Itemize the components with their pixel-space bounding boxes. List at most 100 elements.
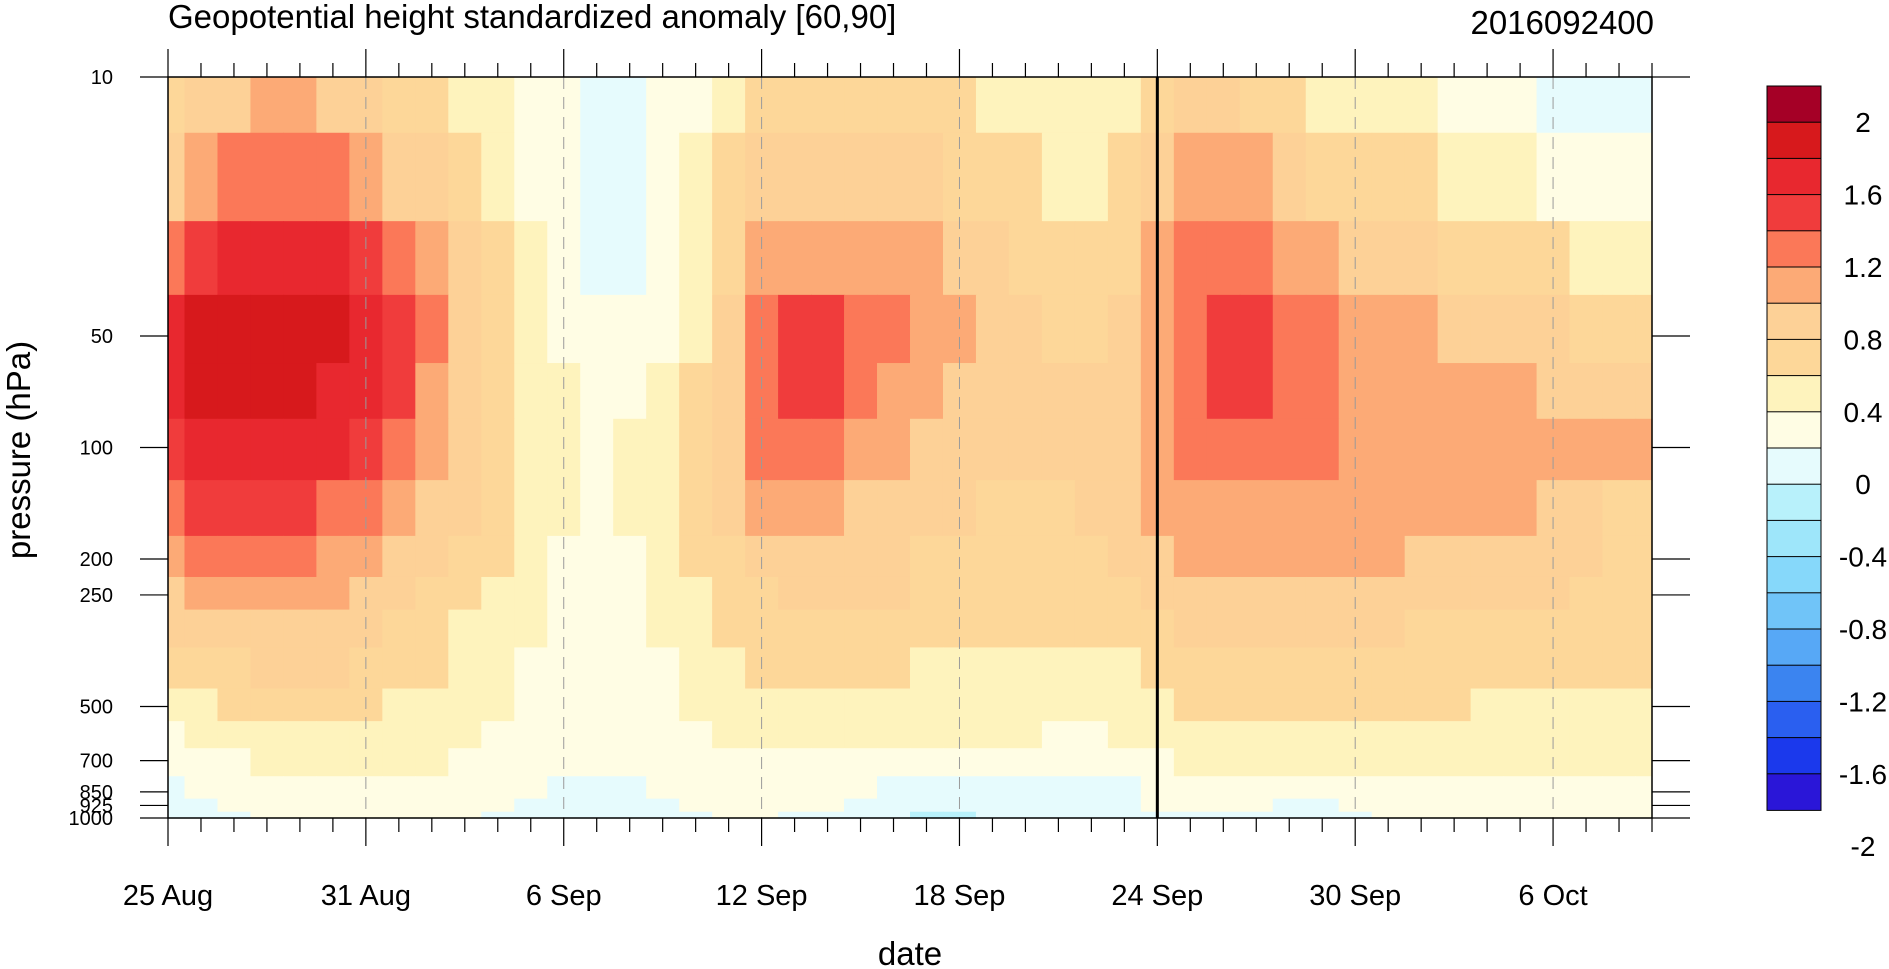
field-cell [1239,811,1274,819]
field-cell [1635,576,1653,611]
field-cell [1074,294,1109,364]
field-cell [1206,480,1241,537]
field-cell [382,748,416,777]
field-cell [778,748,812,777]
field-cell [415,688,449,722]
colorbar-swatch [1766,556,1822,594]
field-cell [1041,576,1076,611]
field-cell [646,576,680,611]
field-cell [316,721,350,749]
field-cell [1470,221,1505,296]
y-tick-label: 500 [80,696,113,718]
field-cell [415,721,449,749]
colorbar-swatch [1766,85,1822,124]
colorbar-label: -1.2 [1839,686,1887,717]
field-cell [1602,647,1637,690]
field-cell [547,418,581,481]
field-cell [1305,535,1340,578]
field-cell [1173,576,1208,611]
field-cell [1239,535,1274,578]
field-cell [1008,535,1043,578]
field-cell [1008,798,1043,813]
field-cell [1272,798,1307,813]
field-cell [547,363,581,420]
field-cell [975,647,1010,690]
field-cell [1569,480,1604,537]
field-cell [514,294,548,364]
field-cell [1602,535,1637,578]
field-cell [877,811,911,819]
field-cell [415,535,449,578]
field-cell [1008,721,1043,749]
field-cell [811,535,845,578]
field-cell [1239,609,1274,649]
field-cell [1437,576,1472,611]
field-cell [975,132,1010,222]
field-cell [877,418,911,481]
field-cell [778,132,812,222]
field-cell [168,294,186,364]
field-cell [1041,798,1076,813]
field-cell [844,132,878,222]
field-cell [1107,776,1142,800]
field-cell [975,418,1010,481]
field-cell [184,576,219,611]
field-cell [1470,609,1505,649]
field-cell [1635,721,1653,749]
field-cell [975,798,1010,813]
field-cell [1239,647,1274,690]
field-cell [1206,609,1241,649]
field-cell [1602,748,1637,777]
field-cell [1404,535,1439,578]
field-cell [316,418,350,481]
field-cell [1437,748,1472,777]
field-cell [184,776,219,800]
field-cell [514,748,548,777]
field-cell [679,418,713,481]
field-cell [1635,776,1653,800]
field-cell [1173,535,1208,578]
field-cell [844,480,878,537]
field-cell [1470,721,1505,749]
field-cell [1206,418,1241,481]
field-cell [448,811,482,819]
field-cell [712,480,746,537]
colorbar-swatch [1766,664,1822,703]
field-cell [1239,221,1274,296]
field-cell [184,609,219,649]
field-cell [1173,798,1208,813]
field-cell [646,798,680,813]
field-cell [580,535,614,578]
x-tick-label: 6 Sep [526,880,602,912]
colorbar-swatch [1766,375,1822,413]
field-cell [975,576,1010,611]
field-cell [415,798,449,813]
field-cell [1503,748,1538,777]
field-cell [1569,576,1604,611]
field-cell [646,776,680,800]
field-cell [1437,811,1472,819]
y-tick-label: 700 [80,751,113,773]
field-cell [877,132,911,222]
field-cell [942,418,977,481]
field-cell [283,535,317,578]
field-cell [910,535,944,578]
field-cell [844,748,878,777]
field-cell [1305,798,1340,813]
chart-title: Geopotential height standardized anomaly… [168,0,896,35]
field-cell [349,811,383,819]
field-cell [580,688,614,722]
field-cell [415,221,449,296]
field-cell [646,77,680,134]
field-cell [778,647,812,690]
x-tick-label: 24 Sep [1111,880,1203,912]
x-tick-label: 12 Sep [716,880,808,912]
field-cell [1470,748,1505,777]
field-cell [1074,688,1109,722]
field-cell [1074,776,1109,800]
field-cell [217,811,252,819]
field-cell [1404,609,1439,649]
field-cell [168,721,186,749]
field-cell [514,535,548,578]
field-cell [1041,418,1076,481]
